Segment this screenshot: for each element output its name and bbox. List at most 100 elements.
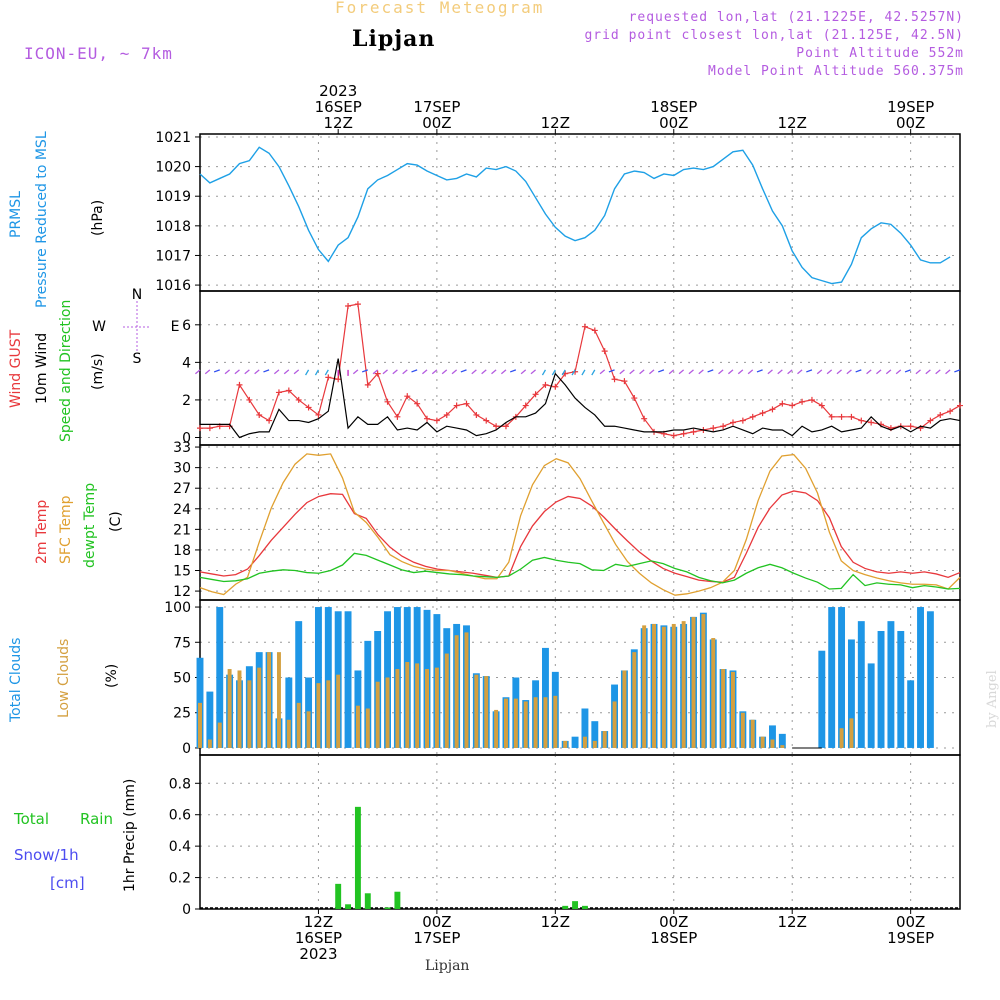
total-cloud-bar	[897, 631, 905, 748]
gust-marker	[868, 419, 875, 426]
rain-bar	[354, 806, 361, 909]
wind-arrow	[945, 369, 951, 375]
meteogram-title: Forecast Meteogram	[335, 0, 545, 17]
gust-marker	[641, 415, 648, 422]
wind-arrow	[561, 369, 566, 376]
wind-arrow	[551, 369, 556, 376]
wind-arrow	[658, 369, 665, 373]
y-tick-label: 30	[173, 461, 191, 477]
wind-arrow	[234, 369, 240, 375]
rain-bar	[572, 901, 579, 909]
gust-marker	[799, 398, 806, 405]
gust-marker	[631, 395, 638, 402]
gust-marker	[621, 378, 628, 385]
compass-n: N	[132, 287, 142, 303]
point-altitude: Point Altitude 552m	[796, 46, 964, 61]
time-label-bottom: 00Z	[422, 913, 451, 931]
wind-arrow	[698, 369, 704, 375]
y-tick-label: 1020	[155, 160, 191, 176]
wind-arrow	[599, 369, 606, 375]
low-cloud-bar	[405, 662, 410, 748]
wind-arrow	[571, 369, 576, 376]
total-cloud-bar	[295, 621, 303, 748]
gust-marker	[384, 398, 391, 405]
gust-marker	[315, 411, 322, 418]
gust-marker	[394, 413, 401, 420]
y-tick-label: 24	[173, 502, 191, 518]
gust-marker	[463, 400, 470, 407]
sfc-temp-line	[199, 453, 961, 596]
total-cloud-bar	[581, 708, 589, 748]
gust-marker	[285, 387, 292, 394]
gust-marker	[325, 374, 332, 381]
wind-arrow	[441, 369, 448, 375]
low-cloud-bar	[582, 736, 587, 748]
wind-arrow	[855, 369, 862, 373]
wind-arrow	[836, 369, 842, 375]
gust-marker	[828, 413, 835, 420]
rain-bar	[581, 905, 588, 909]
y-tick-label: 0.4	[169, 839, 191, 855]
low-cloud-bar	[444, 653, 449, 748]
model-label: ICON-EU, ~ 7km	[24, 44, 173, 63]
low-cloud-bar	[355, 705, 360, 748]
low-cloud-bar	[415, 663, 420, 748]
wind-arrow	[324, 369, 329, 376]
wind-arrow	[629, 369, 635, 375]
wind-arrow	[668, 369, 675, 375]
wind-arrow	[352, 369, 359, 375]
pressure-line	[199, 146, 951, 285]
time-label-bottom: 12Z	[304, 913, 333, 931]
total-cloud-bar	[867, 663, 875, 748]
wind-arrow	[361, 369, 369, 373]
gust-marker	[354, 301, 361, 308]
gust-marker	[749, 413, 756, 420]
wind-arrow	[224, 369, 231, 375]
wind-arrow	[500, 369, 507, 375]
wind-arrow	[639, 369, 645, 375]
time-label-bottom: 16SEP	[295, 929, 342, 947]
wind-arrow	[866, 369, 872, 375]
wind-arrow	[411, 369, 418, 373]
gust-marker	[532, 391, 539, 398]
rain-bar	[364, 893, 371, 909]
gust-marker	[591, 327, 598, 334]
low-cloud-bar	[543, 697, 548, 748]
time-label-top: 12Z	[323, 114, 352, 132]
wind-arrow	[421, 369, 428, 375]
time-label-top: 00Z	[659, 114, 688, 132]
time-label-bottom: 19SEP	[887, 929, 934, 947]
wind-arrow	[254, 369, 260, 375]
y-tick-label: 0	[182, 902, 191, 918]
y-tick-label: 18	[173, 543, 191, 559]
gust-marker	[433, 417, 440, 424]
time-label-top: 00Z	[896, 114, 925, 132]
wind-arrow	[904, 369, 911, 373]
total-cloud-bar	[838, 607, 846, 748]
gust-marker	[611, 376, 618, 383]
y-tick-label: 15	[173, 564, 191, 580]
total-cloud-bar	[887, 621, 895, 748]
wind-arrow	[530, 369, 537, 375]
gust-marker	[483, 417, 490, 424]
wind-arrow	[797, 369, 803, 375]
gust-marker	[522, 402, 529, 409]
snow-label: Snow/1h	[14, 846, 79, 864]
wind-arrow	[509, 369, 517, 373]
y-tick-label: 1018	[155, 219, 191, 235]
panel-frame	[199, 290, 961, 446]
gust-marker	[305, 404, 312, 411]
gust-marker	[364, 381, 371, 388]
gust-marker	[206, 425, 213, 432]
total-cloud-bar	[571, 736, 579, 748]
low-cloud-bar	[276, 652, 281, 748]
wind-arrow	[806, 369, 813, 373]
time-label-top: 17SEP	[413, 98, 460, 116]
low-cloud-bar	[237, 670, 242, 748]
low-cloud-bar	[365, 708, 370, 748]
footer-location: Lipjan	[425, 958, 470, 974]
y-tick-label: 12	[173, 584, 191, 600]
gust-marker	[197, 425, 203, 432]
temp-2m-line	[199, 490, 961, 583]
location-title: Lipjan	[352, 26, 436, 52]
